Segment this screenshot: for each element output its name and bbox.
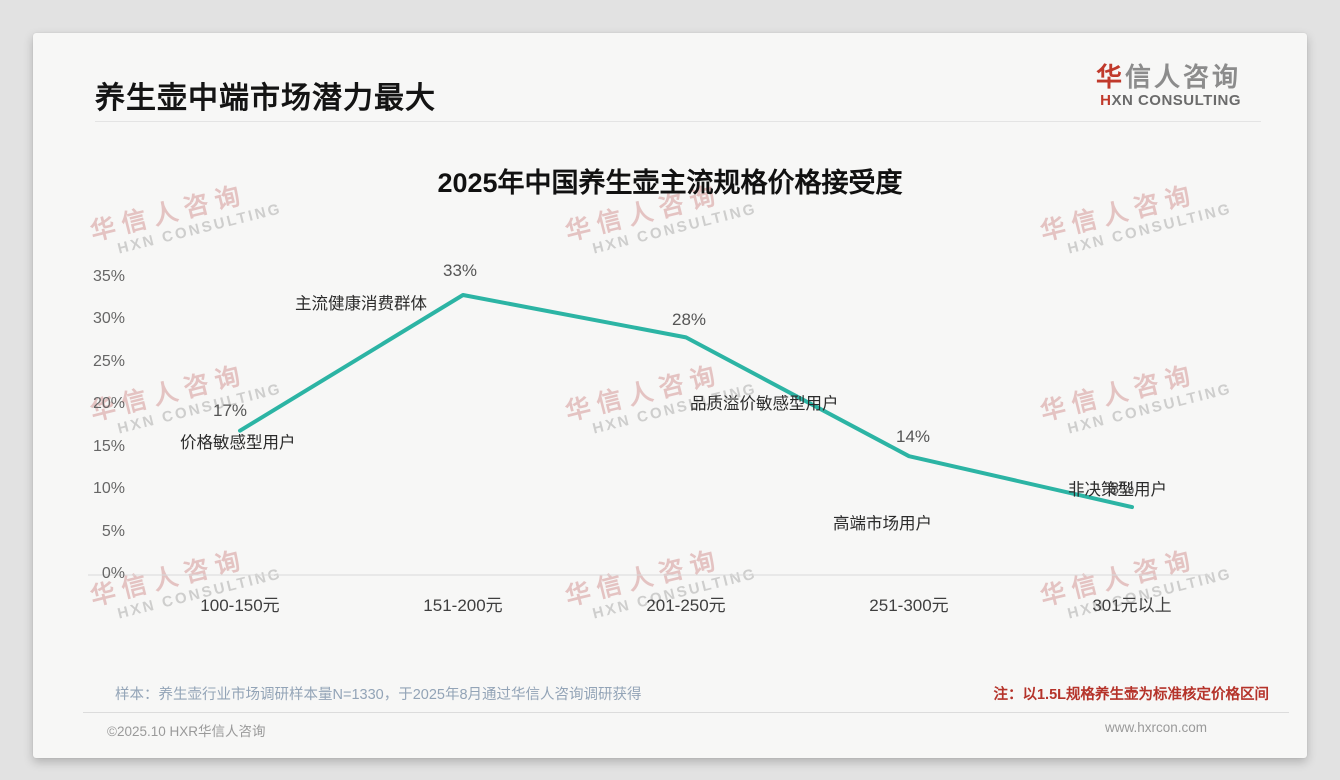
annotation-label: 高端市场用户: [833, 515, 932, 533]
price-note: 注：以1.5L规格养生壶为标准核定价格区间: [993, 687, 1269, 703]
line-chart: 0% 5% 10% 15% 20% 25% 30% 35% 100-150元 151-200元 20…: [33, 233, 1307, 663]
data-point-label: 8%: [1109, 479, 1135, 499]
annotation-label: 价格敏感型用户: [180, 434, 296, 452]
annotation-label: 品质溢价敏感型用户: [690, 395, 839, 413]
y-tick-label: 25%: [92, 352, 125, 370]
brand-logo-cn-rest: 信人咨询: [1124, 62, 1241, 92]
brand-logo-en: HXN CONSULTING: [1096, 92, 1241, 110]
header-divider: [95, 121, 1261, 122]
page-title: 养生壶中端市场潜力最大: [95, 82, 436, 115]
data-point-label: 28%: [671, 310, 707, 330]
footer: ©2025.10 HXR华信人咨询 www.hxrcon.com: [107, 720, 1207, 740]
brand-logo-cn: 华信人咨询: [1096, 63, 1241, 92]
copyright-text: ©2025.10 HXR华信人咨询: [107, 724, 266, 739]
annotation-label: 非决策型用户: [1068, 481, 1167, 499]
y-tick-label: 15%: [92, 437, 125, 455]
brand-logo: 华信人咨询 HXN CONSULTING: [1096, 63, 1241, 110]
data-point-label: 14%: [895, 427, 931, 447]
annotation-label: 主流健康消费群体: [295, 295, 427, 313]
data-line: [238, 293, 1134, 510]
brand-logo-en-rest: XN CONSULTING: [1111, 91, 1241, 109]
footer-divider: [83, 712, 1289, 713]
x-category-label: 301元以上: [1092, 596, 1172, 615]
y-tick-label: 10%: [92, 480, 125, 498]
y-tick-label: 30%: [92, 310, 125, 328]
y-tick-label: 35%: [92, 268, 125, 285]
y-tick-label: 5%: [101, 522, 125, 540]
slide-card: 华信人咨询 HXN CONSULTING 华信人咨询 HXN CONSULTING 华信…: [33, 33, 1307, 758]
sample-note: 样本：养生壶行业市场调研样本量N=1330，于2025年8月通过华信人咨询调研获…: [115, 687, 642, 703]
data-point-label: 17%: [212, 400, 248, 420]
website-text: www.hxrcon.com: [1104, 720, 1207, 735]
x-category-label: 100-150元: [200, 596, 280, 615]
x-category-label: 251-300元: [869, 596, 949, 615]
chart-canvas: [88, 293, 1210, 576]
y-tick-label: 20%: [92, 395, 125, 413]
data-point-label: 33%: [442, 261, 478, 280]
x-category-label: 151-200元: [423, 596, 503, 615]
brand-logo-en-accent: H: [1100, 91, 1112, 109]
chart-title: 2025年中国养生壶主流规格价格接受度: [437, 168, 903, 198]
brand-logo-cn-accent: 华: [1095, 62, 1125, 92]
y-tick-label: 0%: [101, 565, 125, 582]
x-category-label: 201-250元: [646, 596, 726, 615]
